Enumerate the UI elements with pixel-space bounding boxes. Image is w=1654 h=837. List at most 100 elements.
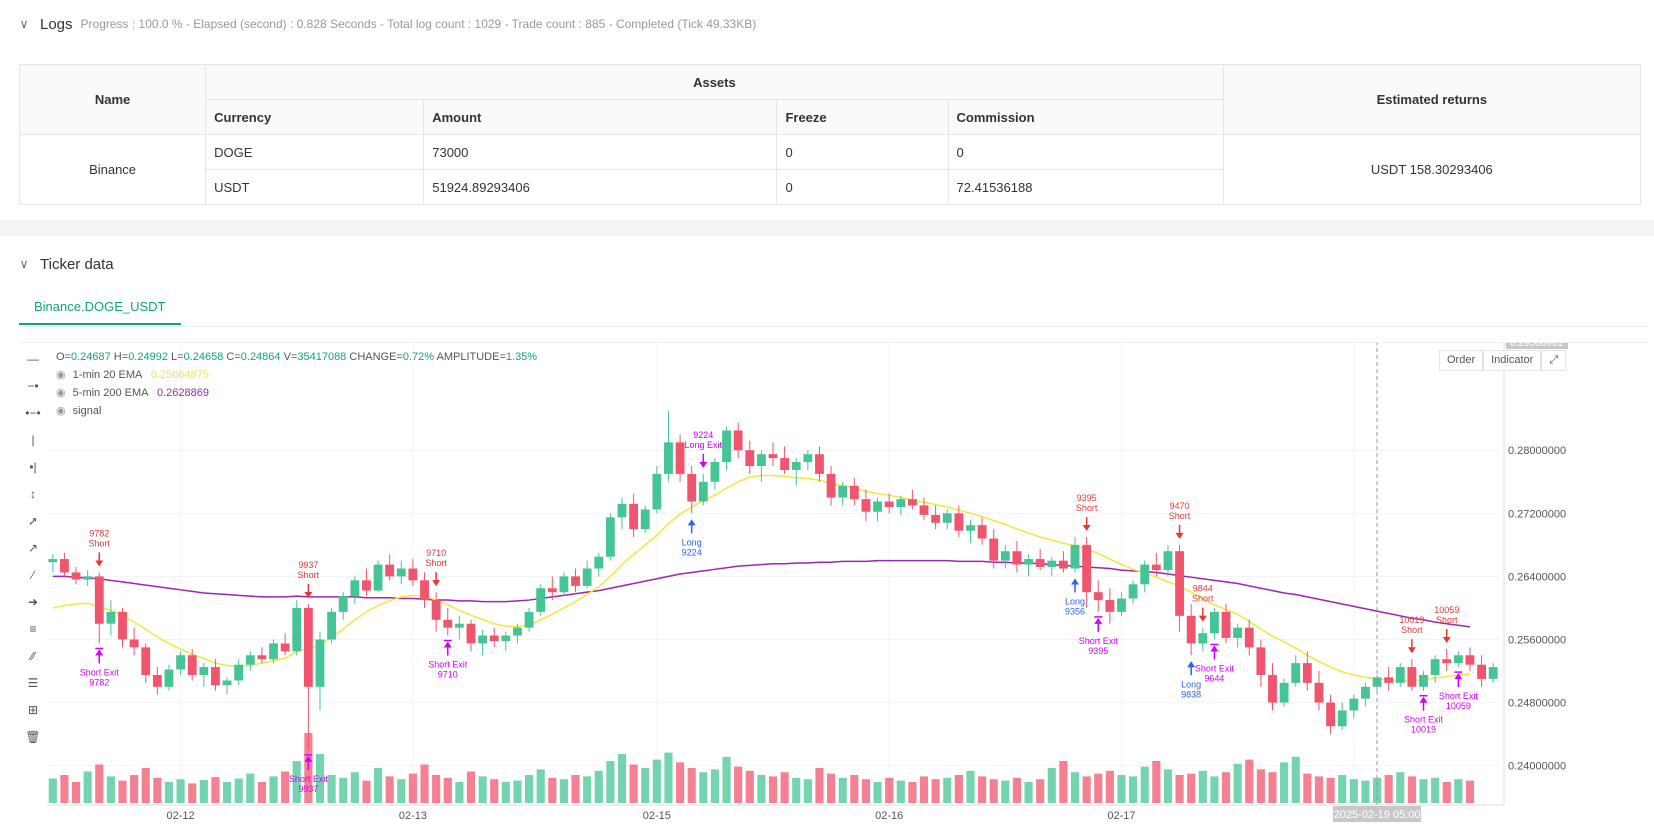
chart-button-bar: Order Indicator ⤢ [1439,350,1567,371]
volume-bar [943,777,952,803]
volume-bar [1210,776,1219,803]
candle-body [954,513,964,531]
signal-label: Short Exit [428,660,468,670]
signal-label: Short [89,538,111,548]
volume-bar [1465,780,1475,803]
y-tick-label: 0.24000000 [1508,761,1566,773]
candle-body [582,568,592,586]
candle-body [1349,698,1359,711]
extended-line-tool-icon[interactable]: ➜ [27,594,39,609]
candle-body [164,669,174,687]
chart-legend: O=0.24687 H=0.24992 L=0.24658 C=0.24864 … [56,348,537,420]
legend-ema-fast[interactable]: ◉ 1-min 20 EMA 0.25064875 [56,366,537,384]
candle-body [1477,664,1486,679]
candle-body [536,588,546,612]
candle-body [83,576,93,580]
volume-bar [1198,770,1207,803]
candle-body [1000,551,1010,561]
candle-body [896,499,906,508]
y-tick-label: 0.28000000 [1508,445,1566,457]
horizontal-segment-tool-icon[interactable]: •−• [25,405,41,420]
vertical-segment-tool-icon[interactable]: ↕ [30,486,36,501]
candle-body [513,627,522,636]
candle-body [1361,686,1370,699]
indicator-button[interactable]: Indicator [1483,350,1542,371]
eye-icon[interactable]: ◉ [56,387,66,399]
volume-bar [583,776,592,803]
chevron-down-icon[interactable]: ∨ [19,17,29,31]
trend-line-tool-icon[interactable]: ➚ [27,513,39,528]
chart-panel[interactable]: 0.28000000 0.27200000 0.26400000 0.25600000… [19,327,1649,831]
ema-slow-line [52,559,1471,628]
candle-body [350,580,360,597]
legend-signal[interactable]: ◉ signal [56,402,537,420]
candle-body [605,517,615,557]
candle-body [1070,544,1080,569]
segment-tool-icon[interactable]: ∕ [31,567,34,582]
ohlc-readout: O=0.24687 H=0.24992 L=0.24658 C=0.24864 … [56,348,537,366]
volume-bar [734,766,743,803]
candle-body [1186,615,1196,644]
candle-body [431,600,441,620]
volume-bar [606,761,615,803]
candle-body [966,525,975,531]
volume-bar [1349,779,1358,803]
volume-bar [292,761,301,803]
signal-arrowhead [95,649,104,656]
volume-bar [1280,762,1289,803]
horizontal-line-tool-icon[interactable]: — [27,351,39,366]
candle-body [1465,655,1475,665]
gann-tool-icon[interactable]: ⊞ [27,702,39,717]
candle-body [1128,584,1138,599]
candlestick-chart[interactable]: 0.28000000 0.27200000 0.26400000 0.25600000… [19,327,1649,831]
eye-icon[interactable]: ◉ [56,369,66,381]
price-label-tool-icon[interactable]: ≡ [29,621,37,636]
signal-arrowhead [1419,696,1428,703]
signal-arrowhead [443,641,452,648]
fib-tool-icon[interactable]: ☰ [27,675,39,690]
vertical-line-tool-icon[interactable]: | [31,432,35,447]
volume-bar [234,778,243,803]
candle-body [60,559,69,573]
signal-arrowhead [687,519,696,526]
volume-bar [1070,772,1080,803]
candle-body [1024,559,1033,565]
candle-body [1175,551,1184,616]
candle-body [571,576,580,586]
signal-arrowhead [304,755,313,762]
logs-header[interactable]: ∨ Logs Progress : 100.0 % - Elapsed (sec… [0,9,757,39]
ticker-header[interactable]: ∨ Ticker data [0,249,114,279]
ray-tool-icon[interactable]: ↗ [27,540,39,555]
parallel-channel-tool-icon[interactable]: ∕∕ [30,648,35,663]
candle-body [1093,592,1103,601]
tab-binance-doge-usdt[interactable]: Binance.DOGE_USDT [19,289,181,325]
ticker-title: Ticker data [40,255,114,273]
candle-body [1058,560,1068,569]
volume-bar [1314,776,1324,803]
candle-body [1151,564,1161,571]
candle-body [768,454,778,459]
horizontal-ray-tool-icon[interactable]: −• [27,378,39,393]
header-estimated-returns: Estimated returns [1222,64,1642,135]
volume-bar [106,776,115,803]
signal-label: Long [1065,596,1085,606]
volume-bar [1384,775,1393,803]
candle-body [269,643,278,660]
header-freeze: Freeze [776,99,949,135]
signal-label: 9395 [1088,646,1108,656]
x-tick-label: 02-16 [875,810,903,822]
trash-icon[interactable]: 🗑 [25,729,41,744]
volume-bar [1129,776,1138,803]
chevron-down-icon[interactable]: ∨ [19,257,29,271]
eye-icon[interactable]: ◉ [56,405,66,417]
order-button[interactable]: Order [1439,350,1484,371]
section-divider [0,220,1654,236]
volume-bar [1291,756,1300,803]
candle-body [1140,564,1150,585]
vertical-ray-tool-icon[interactable]: •| [29,459,37,474]
volume-bar [373,768,383,803]
fullscreen-icon[interactable]: ⤢ [1541,350,1567,371]
legend-ema-slow[interactable]: ◉ 5-min 200 EMA 0.2628869 [56,384,537,402]
candle-body [257,655,267,660]
signal-label: 10019 [1411,725,1436,735]
